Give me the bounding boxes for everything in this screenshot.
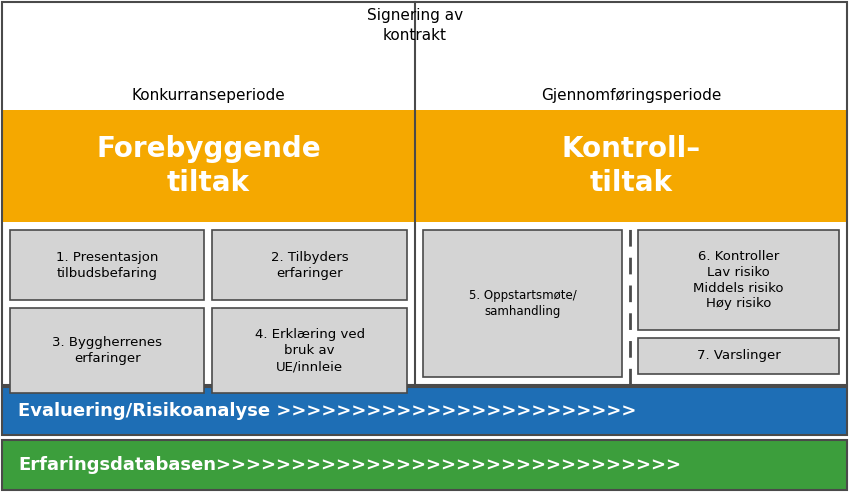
Bar <box>638 338 839 374</box>
Text: Erfaringsdatabasen>>>>>>>>>>>>>>>>>>>>>>>>>>>>>>>: Erfaringsdatabasen>>>>>>>>>>>>>>>>>>>>>>… <box>18 456 681 474</box>
Text: 6. Kontroller
Lav risiko
Middels risiko
Høy risiko: 6. Kontroller Lav risiko Middels risiko … <box>694 249 784 311</box>
Bar <box>423 230 622 377</box>
Bar <box>212 308 407 393</box>
Text: 1. Presentasjon
tilbudsbefaring: 1. Presentasjon tilbudsbefaring <box>56 250 159 280</box>
Bar <box>638 230 839 330</box>
Text: 2. Tilbyders
erfaringer: 2. Tilbyders erfaringer <box>271 250 349 280</box>
Text: 3. Byggherrenes
erfaringer: 3. Byggherrenes erfaringer <box>53 336 162 365</box>
Text: Signering av
kontrakt: Signering av kontrakt <box>367 8 463 43</box>
Bar <box>2 440 847 490</box>
Bar <box>2 2 847 385</box>
Text: Kontroll–
tiltak: Kontroll– tiltak <box>561 135 700 197</box>
Text: 4. Erklæring ved
bruk av
UE/innleie: 4. Erklæring ved bruk av UE/innleie <box>255 328 365 373</box>
Text: 5. Oppstartsmøte/
samhandling: 5. Oppstartsmøte/ samhandling <box>469 289 576 318</box>
Text: Evaluering/Risikoanalyse >>>>>>>>>>>>>>>>>>>>>>>>: Evaluering/Risikoanalyse >>>>>>>>>>>>>>>… <box>18 402 637 420</box>
Bar <box>2 110 415 222</box>
Bar <box>212 230 407 300</box>
Text: Gjennomføringsperiode: Gjennomføringsperiode <box>541 88 721 104</box>
Bar <box>10 308 205 393</box>
Text: Konkurranseperiode: Konkurranseperiode <box>132 88 285 104</box>
Text: Forebyggende
tiltak: Forebyggende tiltak <box>96 135 321 197</box>
Bar <box>10 230 205 300</box>
Bar <box>2 387 847 435</box>
Bar <box>415 110 847 222</box>
Text: 7. Varslinger: 7. Varslinger <box>697 349 780 363</box>
